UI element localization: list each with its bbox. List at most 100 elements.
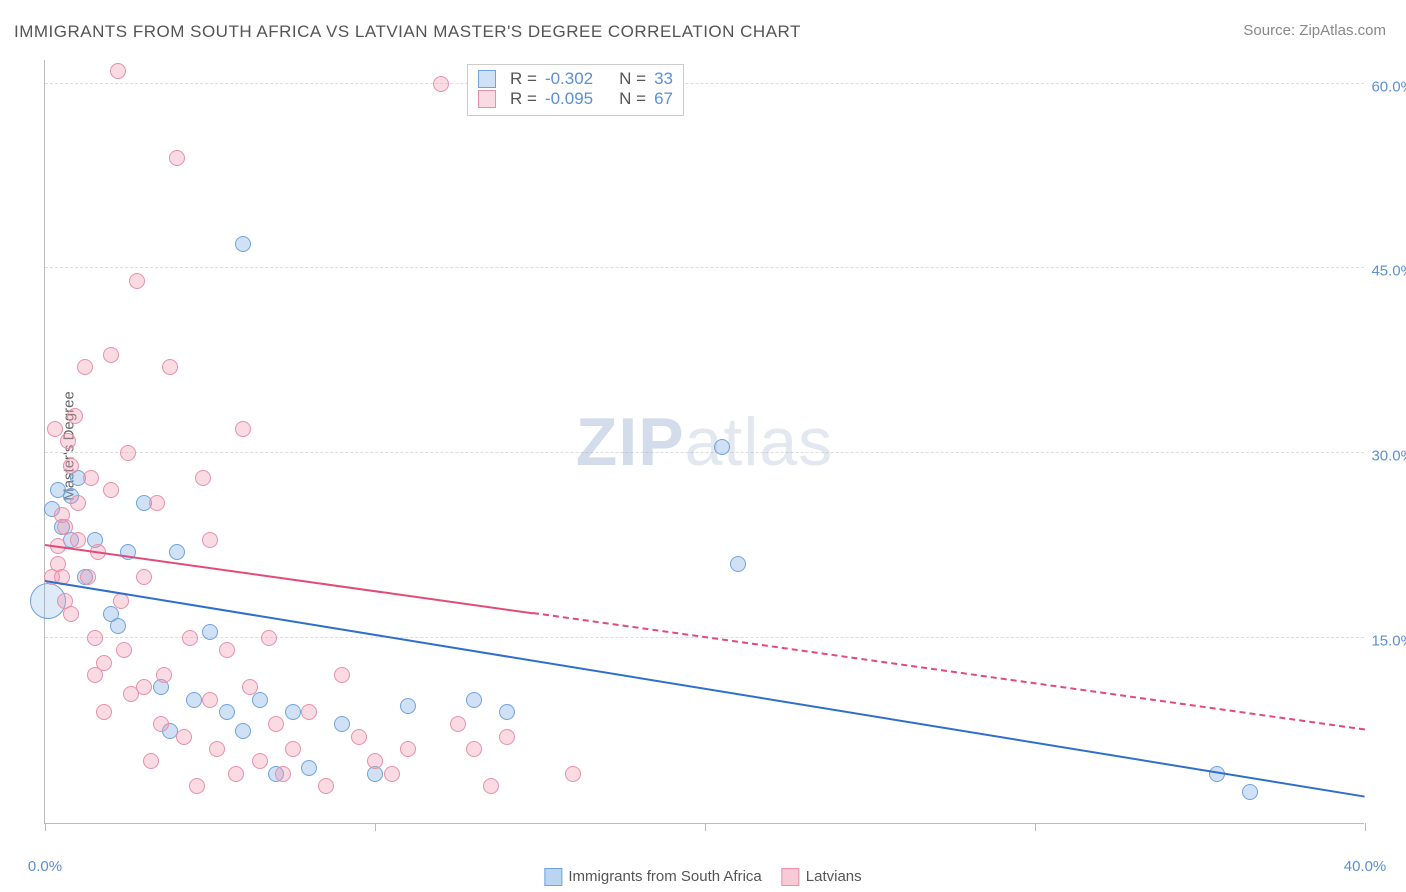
scatter-point-lv	[189, 778, 205, 794]
scatter-point-lv	[103, 347, 119, 363]
series-legend: Immigrants from South Africa Latvians	[544, 868, 861, 886]
y-tick-label: 30.0%	[1354, 448, 1406, 465]
scatter-point-sa	[301, 760, 317, 776]
y-tick-label: 60.0%	[1354, 78, 1406, 95]
scatter-point-lv	[110, 63, 126, 79]
scatter-point-sa	[334, 716, 350, 732]
correlation-legend: R = -0.302 N = 33 R = -0.095 N = 67	[467, 64, 684, 116]
scatter-point-lv	[57, 519, 73, 535]
scatter-point-lv	[268, 716, 284, 732]
scatter-point-lv	[96, 704, 112, 720]
scatter-point-lv	[565, 766, 581, 782]
scatter-point-lv	[209, 741, 225, 757]
scatter-point-lv	[70, 495, 86, 511]
scatter-point-lv	[228, 766, 244, 782]
scatter-point-lv	[400, 741, 416, 757]
scatter-point-lv	[70, 532, 86, 548]
scatter-point-lv	[143, 753, 159, 769]
chart-container: IMMIGRANTS FROM SOUTH AFRICA VS LATVIAN …	[0, 0, 1406, 892]
scatter-point-lv	[96, 655, 112, 671]
scatter-point-lv	[83, 470, 99, 486]
source-attribution: Source: ZipAtlas.com	[1243, 22, 1386, 39]
watermark-rest: atlas	[685, 404, 834, 480]
scatter-point-lv	[450, 716, 466, 732]
correlation-legend-row-lv: R = -0.095 N = 67	[478, 89, 673, 109]
plot-area: ZIPatlas R = -0.302 N = 33 R = -0.095 N …	[44, 60, 1364, 824]
scatter-point-lv	[182, 630, 198, 646]
scatter-point-sa	[110, 618, 126, 634]
scatter-point-lv	[176, 729, 192, 745]
scatter-point-lv	[351, 729, 367, 745]
r-label: R =	[510, 89, 537, 109]
x-tick	[45, 823, 46, 831]
y-tick-label: 45.0%	[1354, 263, 1406, 280]
scatter-point-sa	[466, 692, 482, 708]
scatter-point-lv	[242, 679, 258, 695]
scatter-point-lv	[129, 273, 145, 289]
scatter-point-sa	[714, 439, 730, 455]
scatter-point-sa	[186, 692, 202, 708]
scatter-point-lv	[195, 470, 211, 486]
scatter-point-lv	[235, 421, 251, 437]
x-tick	[705, 823, 706, 831]
scatter-point-lv	[63, 606, 79, 622]
grid-line	[45, 83, 1364, 84]
scatter-point-lv	[301, 704, 317, 720]
legend-swatch-sa	[544, 868, 562, 886]
watermark: ZIPatlas	[576, 403, 833, 481]
scatter-point-lv	[153, 716, 169, 732]
r-value-sa: -0.302	[545, 69, 593, 89]
scatter-point-lv	[67, 408, 83, 424]
scatter-point-sa	[400, 698, 416, 714]
scatter-point-sa	[1242, 784, 1258, 800]
n-label: N =	[619, 89, 646, 109]
scatter-point-lv	[156, 667, 172, 683]
scatter-point-sa	[235, 723, 251, 739]
source-label: Source:	[1243, 22, 1299, 39]
grid-line	[45, 452, 1364, 453]
x-tick	[375, 823, 376, 831]
legend-label-sa: Immigrants from South Africa	[568, 868, 761, 885]
y-tick-label: 15.0%	[1354, 633, 1406, 650]
scatter-point-sa	[219, 704, 235, 720]
scatter-point-lv	[252, 753, 268, 769]
scatter-point-lv	[169, 150, 185, 166]
scatter-point-lv	[499, 729, 515, 745]
scatter-point-lv	[367, 753, 383, 769]
scatter-point-lv	[202, 692, 218, 708]
scatter-point-lv	[136, 569, 152, 585]
scatter-point-lv	[384, 766, 400, 782]
n-label: N =	[619, 69, 646, 89]
scatter-point-lv	[116, 642, 132, 658]
scatter-point-lv	[87, 630, 103, 646]
scatter-point-lv	[219, 642, 235, 658]
legend-label-lv: Latvians	[806, 868, 862, 885]
scatter-point-lv	[261, 630, 277, 646]
scatter-point-lv	[275, 766, 291, 782]
scatter-point-lv	[318, 778, 334, 794]
scatter-point-sa	[235, 236, 251, 252]
scatter-point-sa	[202, 624, 218, 640]
x-tick	[1035, 823, 1036, 831]
n-value-sa: 33	[654, 69, 673, 89]
scatter-point-lv	[80, 569, 96, 585]
scatter-point-sa	[499, 704, 515, 720]
chart-title: IMMIGRANTS FROM SOUTH AFRICA VS LATVIAN …	[14, 22, 801, 42]
legend-item-lv: Latvians	[782, 868, 862, 886]
correlation-legend-row-sa: R = -0.302 N = 33	[478, 69, 673, 89]
r-value-lv: -0.095	[545, 89, 593, 109]
legend-swatch-lv	[478, 90, 496, 108]
scatter-point-lv	[202, 532, 218, 548]
scatter-point-lv	[47, 421, 63, 437]
legend-swatch-sa	[478, 70, 496, 88]
legend-swatch-lv	[782, 868, 800, 886]
scatter-point-lv	[334, 667, 350, 683]
scatter-point-sa	[169, 544, 185, 560]
scatter-point-lv	[103, 482, 119, 498]
source-value: ZipAtlas.com	[1299, 22, 1386, 39]
watermark-bold: ZIP	[576, 404, 685, 480]
n-value-lv: 67	[654, 89, 673, 109]
scatter-point-lv	[285, 741, 301, 757]
r-label: R =	[510, 69, 537, 89]
scatter-point-lv	[433, 76, 449, 92]
